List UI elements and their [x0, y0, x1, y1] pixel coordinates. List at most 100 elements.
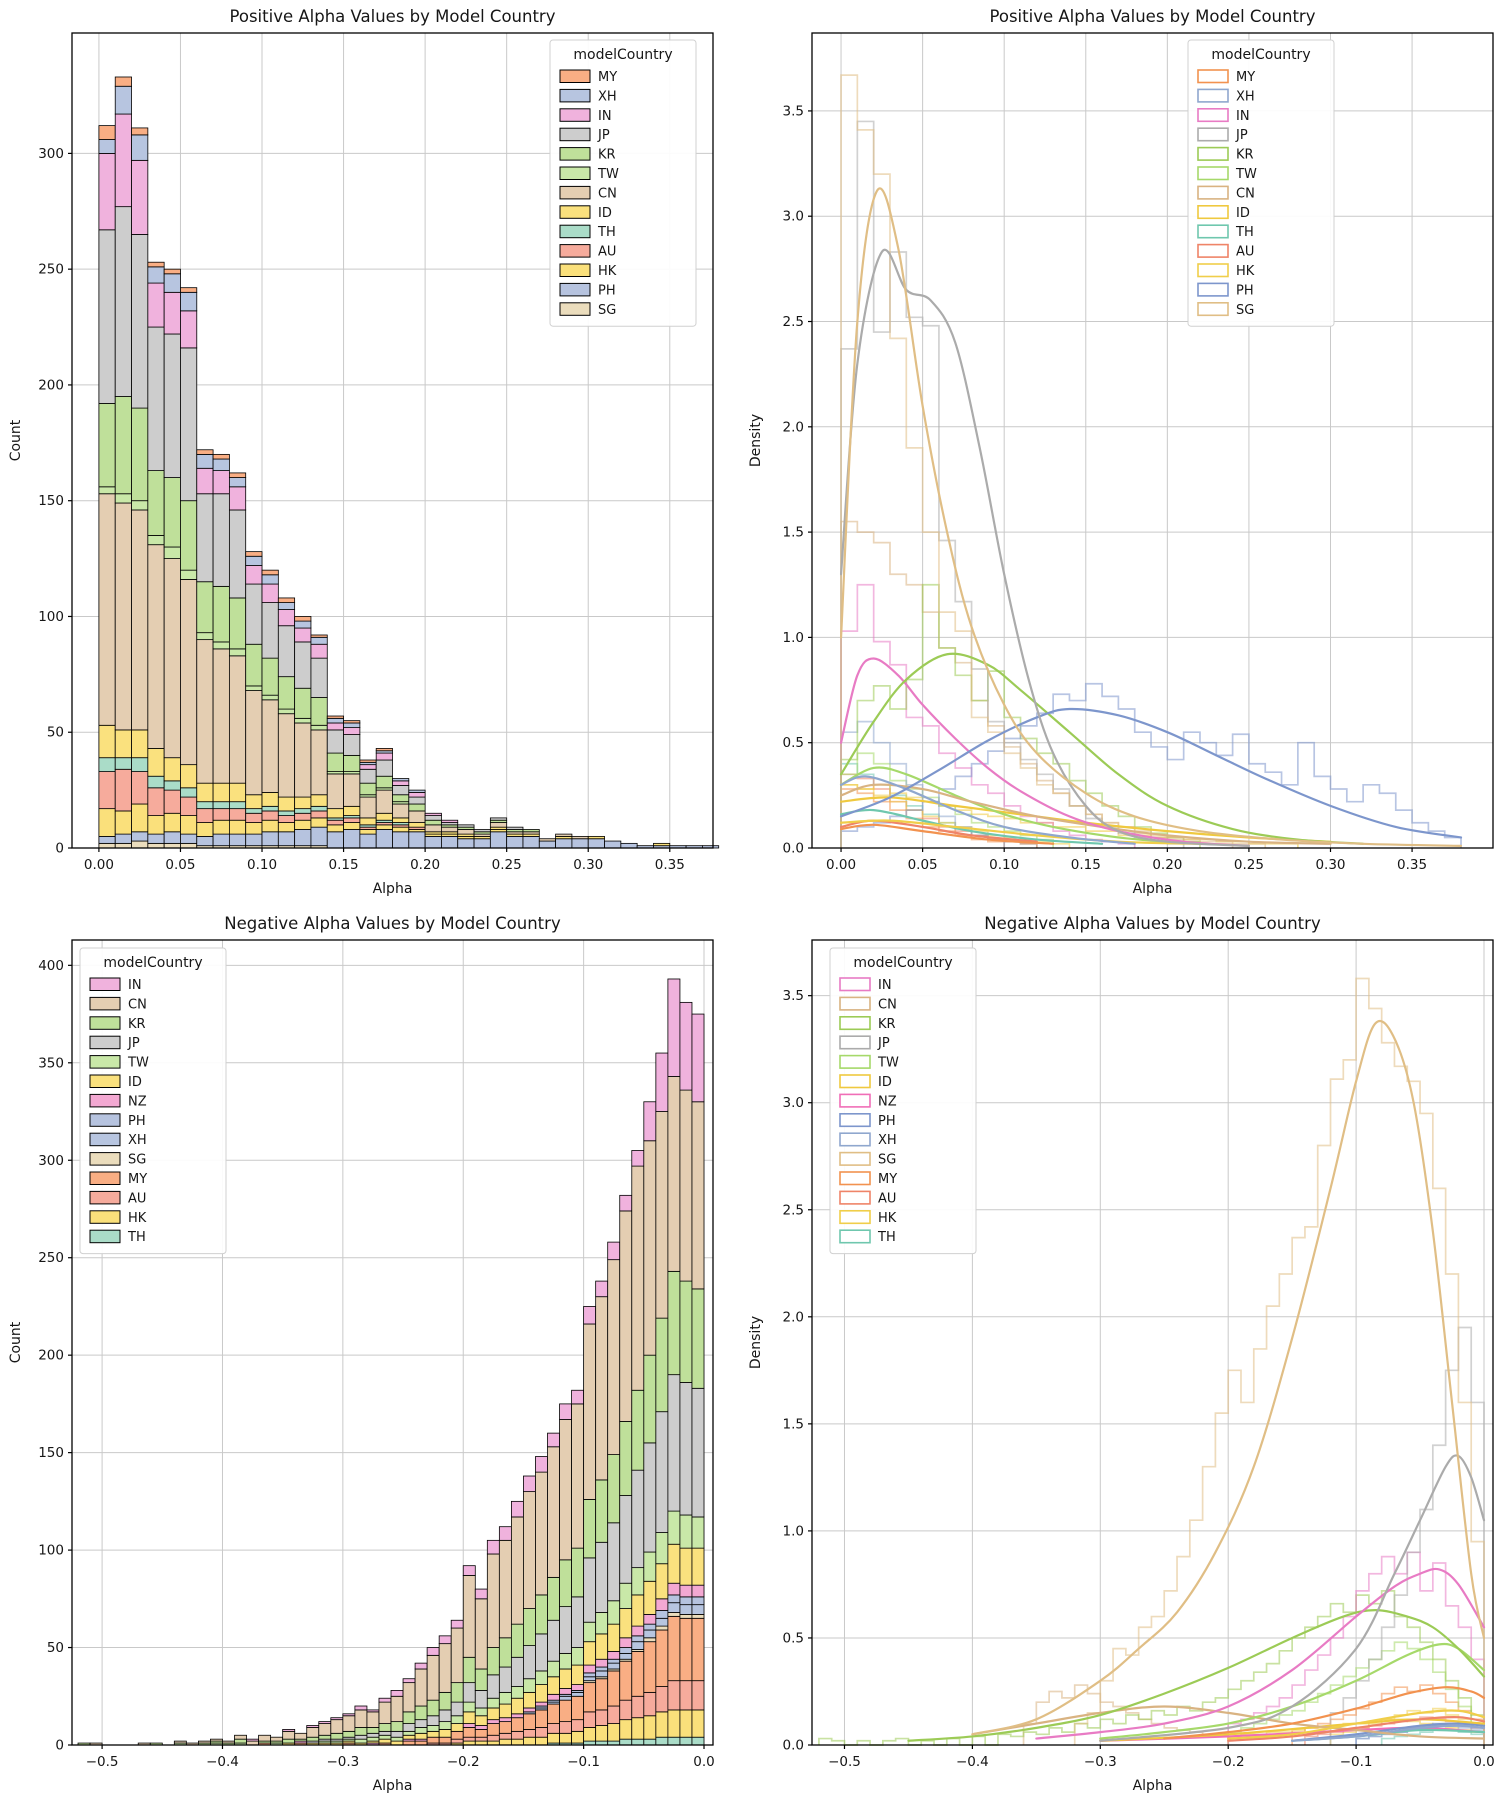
legend-swatch-MY [1197, 69, 1229, 84]
bar-segment-CN [375, 789, 393, 814]
bar-segment-CN [222, 1740, 235, 1744]
bar-segment-XH [691, 1604, 705, 1615]
bar-segment-MY [450, 1730, 464, 1740]
bar-segment-AU [343, 817, 361, 823]
bar-segment-ID [643, 1580, 657, 1615]
bar-segment-TW [131, 500, 149, 511]
legend-label-PH: PH [128, 1114, 146, 1129]
bar-segment-CN [667, 1076, 681, 1272]
bar-segment-KR [245, 643, 263, 687]
bar-segment-MY [462, 1727, 476, 1738]
kde-curve-SG [839, 187, 1463, 847]
bar-segment-AU [486, 1734, 500, 1742]
bar-segment-PH [343, 829, 361, 849]
x-tick-label: 0.00 [84, 857, 114, 873]
bar-segment-HK [163, 812, 181, 833]
bar-segment-CN [631, 1165, 645, 1391]
bar-segment-JP [414, 1719, 428, 1728]
legend-label-TH: TH [597, 225, 616, 240]
bar-segment-CN [559, 1419, 572, 1561]
bar-segment-IN [414, 1662, 428, 1670]
bar-segment-XH [667, 1602, 681, 1613]
bar-segment-CN [114, 502, 132, 731]
bar-segment-KR [571, 1547, 585, 1598]
bar-segment-HK [655, 1711, 669, 1738]
kde-curve-MY [839, 823, 1055, 845]
legend-title: modelCountry [103, 955, 202, 971]
bar-segment-HK [595, 1725, 609, 1742]
bar-segment-TW [607, 1600, 621, 1625]
bar-segment-PH [607, 1658, 621, 1664]
legend-label-TH: TH [127, 1230, 146, 1245]
bar-segment-KR [679, 1280, 693, 1383]
bar-segment-KR [180, 500, 198, 571]
bar-segment-ID [180, 764, 198, 789]
bar-segment-TW [571, 1647, 585, 1666]
bar-segment-HK [196, 822, 214, 837]
bar-segment-JP [375, 759, 393, 777]
legend: modelCountry MY XH IN JP KR TW CN ID TH AU HK PH SG [549, 39, 697, 327]
bar-segment-KR [392, 794, 410, 803]
bar-segment-NZ [643, 1614, 657, 1625]
bar-segment-MY [196, 449, 214, 455]
bar-segment-TH [619, 1738, 633, 1746]
bar-segment-SG [679, 1614, 693, 1619]
bar-segment-KR [607, 1454, 621, 1524]
bar-segment-IN [571, 1389, 585, 1405]
bar-segment-CN [306, 1727, 320, 1738]
subplot-positive-density: 0.00 0.05 0.10 0.15 0.20 0.25 0.30 0.35 0.0 0.5 1.… [748, 7, 1494, 897]
y-tick-label: 0.0 [783, 841, 804, 857]
bar-segment-PH [457, 838, 475, 849]
hist-step-SG [1073, 977, 1485, 1745]
x-axis-label: Alpha [373, 881, 413, 897]
legend-title: modelCountry [573, 47, 672, 63]
bar-segment-PH [489, 831, 508, 849]
bar-segment-CN [571, 836, 589, 840]
bar-segment-XH [310, 636, 328, 645]
bar-segment-PH [163, 831, 181, 844]
bar-segment-KR [595, 1479, 609, 1543]
bar-segment-MY [523, 1713, 536, 1730]
legend-label-TW: TW [877, 1056, 899, 1071]
bar-segment-CN [198, 1740, 211, 1744]
bar-segment-PH [595, 1666, 609, 1672]
bar-segment-XH [607, 1662, 621, 1670]
bar-segment-XH [277, 602, 296, 610]
bar-segment-ID [228, 782, 247, 803]
legend-label-TH: TH [877, 1230, 896, 1245]
bar-segment-HK [310, 817, 328, 828]
legend-swatch-AU [559, 244, 591, 258]
bar-segment-JP [547, 1619, 560, 1662]
legend-label-IN: IN [598, 109, 612, 124]
bar-segment-TW [691, 1516, 705, 1549]
bar-segment-NZ [486, 1719, 500, 1724]
legend-label-IN: IN [878, 978, 892, 993]
bar-segment-HK [679, 1709, 693, 1738]
legend-swatch-JP [1197, 127, 1229, 142]
bar-segment-TW [245, 685, 263, 691]
y-tick-label: 3.5 [783, 988, 804, 1004]
bar-segment-KR [343, 754, 361, 772]
bar-segment-TW [595, 1612, 609, 1635]
bar-segment-PH [310, 826, 328, 847]
x-tick-label: 0.25 [492, 857, 522, 873]
bar-segment-XH [228, 477, 247, 488]
legend-swatch-TH [839, 1229, 871, 1244]
kde-curve-HK [839, 819, 1202, 845]
bar-segment-CN [359, 796, 377, 819]
bar-segment-JP [402, 1723, 416, 1732]
bar-segment-JP [212, 493, 230, 587]
legend-label-HK: HK [1236, 264, 1255, 279]
bar-segment-MY [228, 472, 247, 478]
bar-segment-CN [212, 648, 230, 784]
bar-segment-KR [619, 1421, 633, 1496]
bar-segment-TW [196, 632, 214, 641]
bar-segment-KR [498, 1637, 512, 1668]
bar-segment-IN [559, 1403, 572, 1420]
bar-segment-PH [555, 838, 573, 849]
bar-segment-CN [498, 1539, 512, 1639]
y-tick-label: 1.5 [783, 525, 804, 541]
bar-segment-CN [408, 810, 426, 823]
bar-segment-IN [114, 113, 132, 208]
bar-segment-JP [655, 1411, 669, 1533]
